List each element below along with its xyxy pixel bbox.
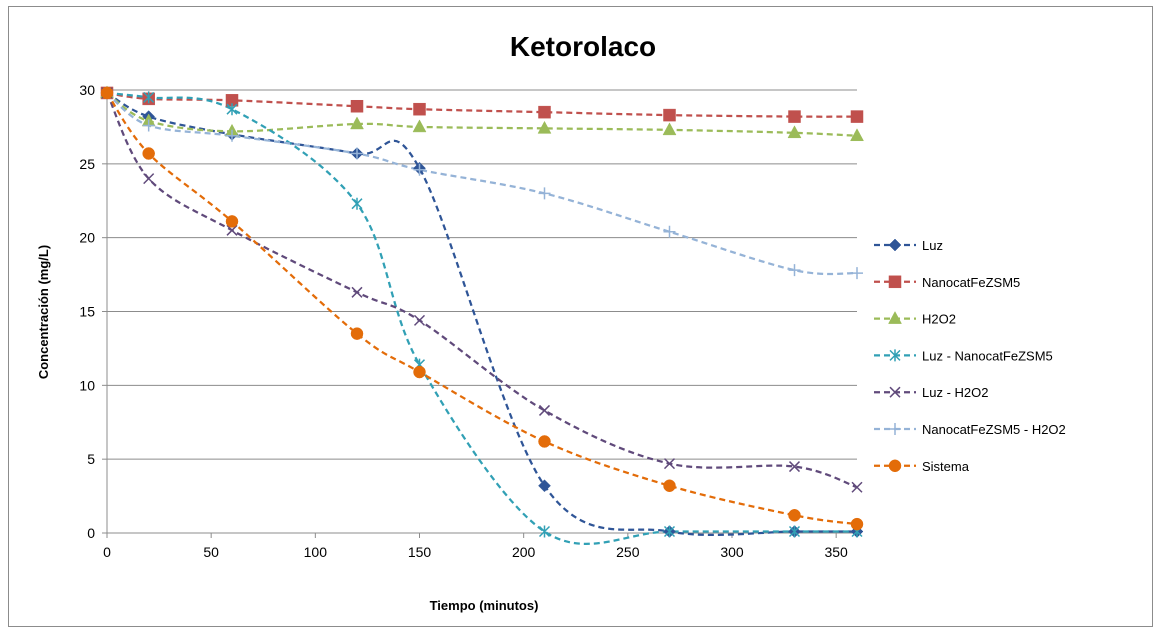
- legend-label: NanocatFeZSM5 - H2O2: [922, 422, 1066, 437]
- x-tick-label: 200: [512, 544, 536, 560]
- data-point-s4-3: [351, 286, 363, 298]
- data-point-s1-5: [538, 105, 551, 119]
- y-tick-label: 15: [79, 304, 95, 320]
- legend-label: NanocatFeZSM5: [922, 275, 1020, 290]
- data-point-s6-8: [850, 517, 864, 531]
- legend-entry-0: Luz: [874, 238, 943, 253]
- x-tick-label: 50: [203, 544, 219, 560]
- legend: Luz NanocatFeZSM5 H2O2 Luz - NanocatFeZSM5 L…: [874, 238, 1066, 474]
- chart-frame: [8, 6, 1153, 627]
- data-point-s1-7: [788, 110, 801, 123]
- x-tick-label: 350: [824, 544, 848, 560]
- legend-entry-4: Luz - H2O2: [874, 385, 988, 400]
- data-point-s4-4: [413, 314, 426, 326]
- data-point-s2-8: [850, 128, 864, 142]
- legend-entry-3: Luz - NanocatFeZSM5: [874, 348, 1053, 363]
- y-tick-label: 0: [87, 525, 95, 541]
- x-tick-label: 250: [616, 544, 640, 560]
- data-point-s3-5: [538, 525, 551, 538]
- chart-title: Ketorolaco: [510, 31, 656, 62]
- data-point-s6-1: [142, 147, 155, 160]
- x-axis-title: Tiempo (minutos): [430, 598, 539, 613]
- data-point-s6-5: [538, 435, 551, 448]
- data-point-s6-6: [663, 479, 676, 492]
- markers: [100, 85, 864, 538]
- data-point-s4-8: [851, 481, 863, 493]
- data-point-s0-5: [538, 479, 551, 493]
- data-point-s2-6: [662, 122, 677, 136]
- data-point-s2-7: [787, 125, 802, 139]
- series-line-4: [105, 92, 858, 489]
- legend-entry-2: H2O2: [874, 311, 956, 327]
- y-tick-label: 10: [79, 377, 95, 393]
- data-point-s2-3: [350, 116, 364, 130]
- data-point-s1-8: [850, 110, 864, 123]
- legend-swatch-marker: [888, 459, 902, 473]
- data-point-s4-6: [663, 458, 676, 470]
- series-line-3: [106, 91, 857, 546]
- series-line-2: [106, 92, 858, 137]
- x-tick-label: 100: [304, 544, 328, 560]
- data-point-s6-2: [225, 215, 239, 228]
- y-axis-title: Concentración (mg/L): [36, 245, 51, 379]
- data-point-s5-4: [413, 163, 426, 176]
- legend-entry-5: NanocatFeZSM5 - H2O2: [874, 422, 1066, 437]
- data-point-s4-2: [226, 224, 238, 236]
- y-tick-label: 20: [79, 230, 95, 246]
- data-point-s4-1: [143, 173, 155, 185]
- legend-label: Luz: [922, 238, 943, 253]
- data-point-s4-5: [538, 404, 551, 416]
- data-point-s3-6: [663, 525, 676, 538]
- data-point-s1-3: [350, 99, 364, 113]
- series-area: [105, 91, 858, 546]
- y-tick-label: 25: [79, 156, 95, 172]
- data-point-s2-5: [537, 120, 552, 134]
- data-point-s1-4: [413, 102, 426, 116]
- legend-swatch-marker: [889, 423, 901, 435]
- data-point-s3-7: [788, 525, 801, 538]
- legend-entry-1: NanocatFeZSM5: [874, 275, 1020, 290]
- legend-swatch-marker: [888, 238, 902, 252]
- legend-label: H2O2: [922, 312, 956, 327]
- x-tick-label: 150: [408, 544, 432, 560]
- y-tick-label: 5: [87, 451, 95, 467]
- legend-swatch-marker: [888, 275, 902, 289]
- series-line-0: [106, 91, 857, 537]
- legend-label: Luz - NanocatFeZSM5: [922, 348, 1053, 363]
- data-point-s5-8: [851, 267, 863, 280]
- data-point-s3-2: [226, 103, 238, 116]
- data-point-s3-3: [351, 197, 363, 210]
- gridlines: [107, 89, 857, 534]
- series-line-5: [106, 92, 858, 276]
- y-tick-label: 30: [79, 82, 95, 98]
- data-point-s6-3: [350, 327, 364, 340]
- data-point-s5-1: [142, 119, 155, 132]
- legend-label: Luz - H2O2: [922, 385, 988, 400]
- x-tick-label: 300: [720, 544, 744, 560]
- legend-swatch-marker: [889, 349, 901, 362]
- data-point-s6-0: [100, 86, 114, 100]
- data-point-s6-4: [413, 365, 426, 379]
- data-point-s4-7: [788, 461, 801, 473]
- data-point-s5-2: [226, 129, 238, 142]
- data-point-s6-7: [788, 509, 801, 522]
- data-point-s3-1: [143, 91, 155, 104]
- legend-swatch-marker: [888, 311, 902, 324]
- series-line-1: [106, 91, 858, 118]
- legend-swatch-marker: [889, 386, 901, 398]
- data-point-s1-6: [663, 108, 676, 122]
- data-point-s5-6: [663, 225, 676, 238]
- data-point-s5-5: [538, 187, 551, 200]
- data-point-s5-3: [351, 147, 363, 160]
- x-tick-label: 0: [103, 544, 111, 560]
- data-point-s2-4: [412, 119, 427, 133]
- data-point-s5-7: [788, 264, 801, 277]
- legend-entry-6: Sistema: [874, 459, 970, 474]
- legend-label: Sistema: [922, 459, 970, 474]
